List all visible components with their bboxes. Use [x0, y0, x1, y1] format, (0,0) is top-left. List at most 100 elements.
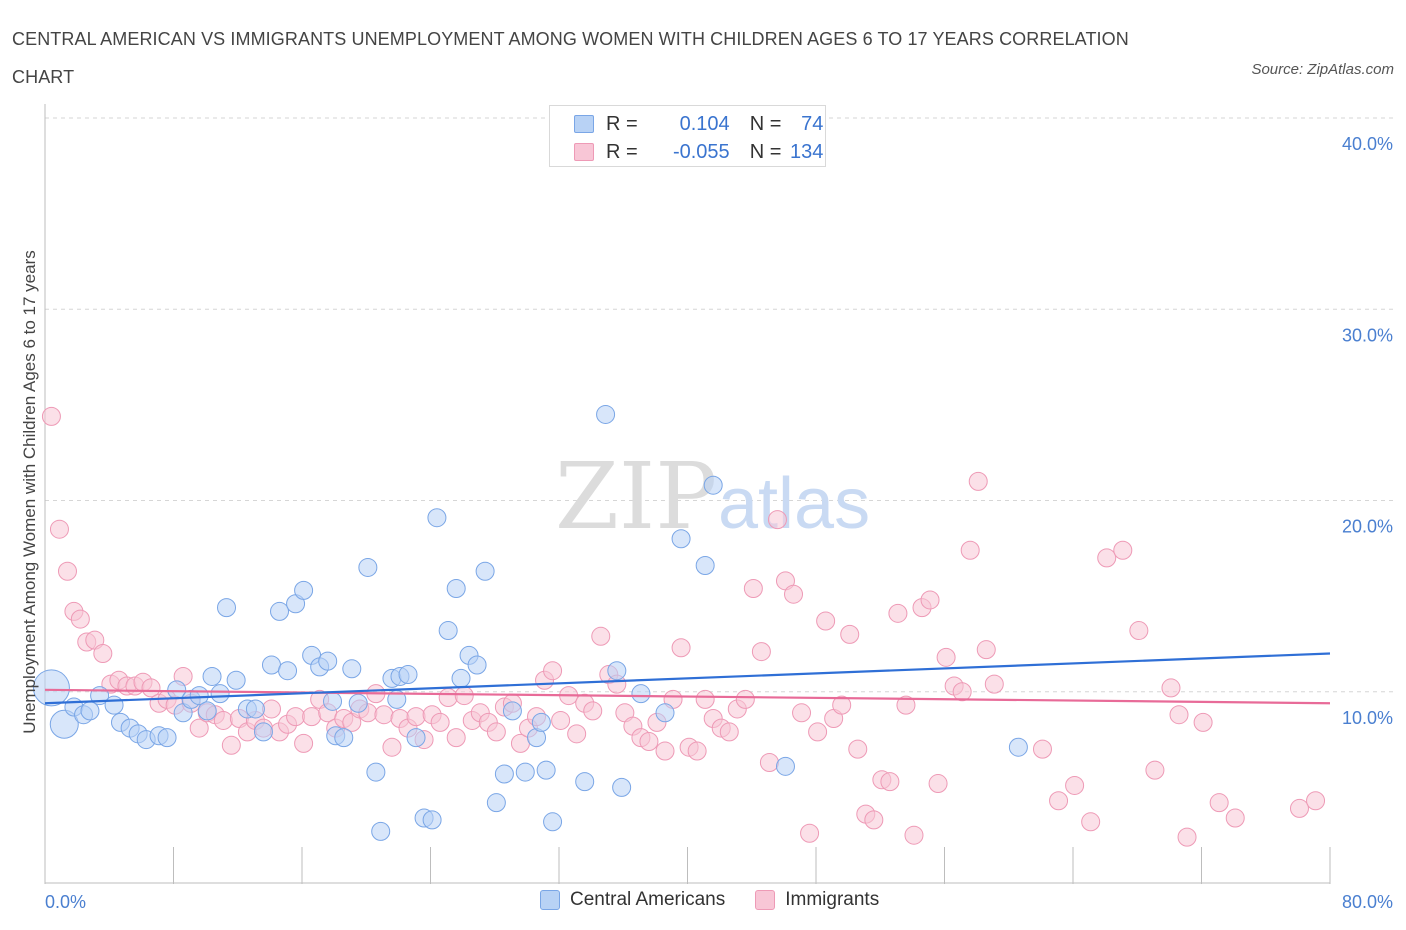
central-point: [261, 655, 281, 675]
central-point: [406, 728, 426, 748]
central-point: [32, 669, 70, 707]
immigrants-point: [719, 722, 739, 742]
immigrants-point: [880, 772, 900, 792]
y-tick-label: 40.0%: [1342, 134, 1393, 154]
legend-swatch-central: [574, 115, 594, 133]
immigrants-point: [591, 626, 611, 646]
immigrants-point: [1161, 678, 1181, 698]
immigrants-point: [655, 741, 675, 761]
immigrants-point: [928, 774, 948, 794]
immigrants-point: [784, 584, 804, 604]
legend-r-value: -0.055: [672, 140, 730, 163]
x-tick-label: 0.0%: [45, 892, 86, 912]
immigrants-point: [695, 689, 715, 709]
immigrants-point: [302, 707, 322, 727]
immigrants-point: [382, 737, 402, 757]
legend-n-label: N =: [749, 112, 782, 135]
immigrants-point: [49, 519, 69, 539]
immigrants-point: [1032, 739, 1052, 759]
central-point: [217, 598, 237, 618]
immigrants-point: [888, 603, 908, 623]
chart-source: Source: ZipAtlas.com: [1251, 61, 1394, 78]
central-point: [371, 821, 391, 841]
central-point: [515, 762, 535, 782]
correlation-legend: R = 0.104 N = 74 R = -0.055 N = 134: [549, 105, 826, 167]
immigrants-point: [968, 471, 988, 491]
series-legend: Central Americans Immigrants: [540, 889, 909, 911]
central-point: [270, 601, 290, 621]
central-point: [655, 703, 675, 723]
immigrants-point: [1049, 791, 1069, 811]
legend-row-central: R = 0.104 N = 74: [574, 112, 823, 136]
legend-label-immigrants: Immigrants: [785, 889, 880, 910]
central-point: [49, 709, 79, 739]
central-point: [358, 557, 378, 577]
immigrants-point: [767, 510, 787, 530]
immigrants-point: [1306, 791, 1326, 811]
central-point: [631, 684, 651, 704]
immigrants-point: [952, 682, 972, 702]
central-point: [318, 651, 338, 671]
immigrants-point: [759, 753, 779, 773]
immigrants-point: [864, 810, 884, 830]
immigrants-point: [671, 638, 691, 658]
central-point: [671, 529, 691, 549]
immigrants-point: [583, 701, 603, 721]
immigrants-point: [406, 707, 426, 727]
central-point: [104, 695, 124, 715]
trend-lines: [44, 652, 1331, 705]
central-point: [607, 661, 627, 681]
central-point: [612, 777, 632, 797]
immigrants-point: [1145, 760, 1165, 780]
legend-r-label: R =: [606, 112, 638, 135]
immigrants-point: [792, 703, 812, 723]
immigrants-point: [1225, 808, 1245, 828]
legend-n-label: N =: [749, 140, 782, 163]
immigrants-point: [141, 678, 161, 698]
immigrants-point: [1289, 798, 1309, 818]
y-tick-label: 30.0%: [1342, 325, 1393, 345]
central-trend-line: [44, 652, 1331, 705]
legend-swatch-central: [540, 890, 560, 910]
chart-title: CENTRAL AMERICAN VS IMMIGRANTS UNEMPLOYM…: [12, 29, 1129, 87]
immigrants-point: [920, 590, 940, 610]
immigrants-point: [221, 735, 241, 755]
immigrants-point: [639, 731, 659, 751]
axes: [44, 104, 1331, 884]
central-point: [775, 756, 795, 776]
immigrants-point: [57, 561, 77, 581]
central-point: [422, 810, 442, 830]
immigrants-point: [800, 823, 820, 843]
immigrants-point: [687, 741, 707, 761]
grid-lines: [45, 117, 1394, 693]
legend-r-value: 0.104: [679, 112, 730, 135]
immigrants-point: [486, 722, 506, 742]
central-point: [226, 670, 246, 690]
immigrants-point: [446, 728, 466, 748]
central-point: [502, 701, 522, 721]
immigrants-point: [93, 644, 113, 663]
watermark: ZIP atlas: [555, 443, 870, 550]
immigrants-point: [1081, 812, 1101, 832]
immigrants-trend-line: [44, 688, 1331, 705]
central-point: [543, 812, 563, 832]
immigrants-point: [294, 733, 314, 753]
immigrants-point: [848, 739, 868, 759]
central-point: [210, 684, 230, 704]
central-point: [703, 475, 723, 495]
immigrants-point: [896, 695, 916, 715]
immigrants-point: [41, 406, 61, 426]
immigrants-point: [1169, 705, 1189, 725]
central-point: [342, 659, 362, 679]
central-point: [334, 728, 354, 748]
legend-r-label: R =: [606, 140, 638, 163]
immigrants-point: [808, 722, 828, 742]
legend-label-central: Central Americans: [570, 889, 726, 910]
watermark-zip: ZIP: [555, 443, 717, 550]
axis-labels: 10.0% 20.0% 30.0% 40.0% 0.0% 80.0% Unemploymen…: [20, 134, 1393, 912]
central-point: [438, 621, 458, 641]
central-point: [536, 760, 556, 780]
immigrants-point: [286, 707, 306, 727]
immigrants-point: [543, 661, 563, 681]
